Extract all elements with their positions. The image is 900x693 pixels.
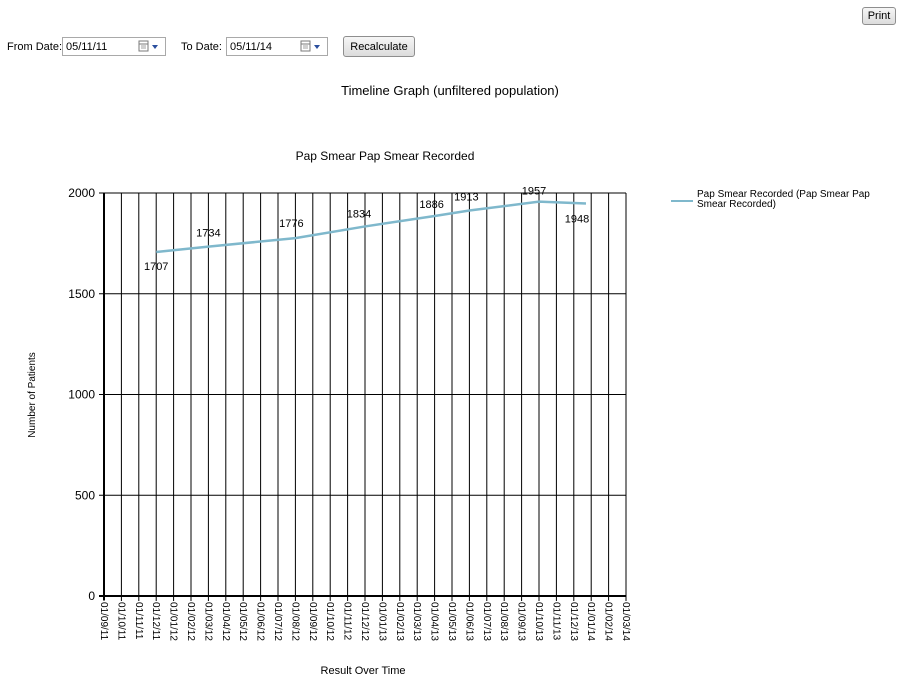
calendar-icon[interactable] xyxy=(137,40,163,53)
data-label: 1957 xyxy=(522,186,546,198)
x-axis-label: Result Over Time xyxy=(321,665,406,677)
y-tick-label: 500 xyxy=(75,488,95,502)
calendar-icon[interactable] xyxy=(299,40,325,53)
y-tick-label: 1000 xyxy=(68,388,95,402)
data-label: 1734 xyxy=(196,228,220,240)
data-label: 1834 xyxy=(347,208,371,220)
x-tick-label: 01/09/11 xyxy=(98,602,109,641)
x-tick-label: 01/08/12 xyxy=(289,602,300,641)
to-date-label: To Date: xyxy=(181,41,222,53)
x-tick-label: 01/08/13 xyxy=(498,602,509,641)
timeline-chart: 0 500 1000 1500 2000 01/09/11 01/10/11 01/11/11… xyxy=(27,149,631,677)
x-tick-label: 01/10/13 xyxy=(533,602,544,641)
chevron-down-icon xyxy=(152,45,158,49)
data-label: 1707 xyxy=(144,261,168,273)
x-tick-label: 01/11/11 xyxy=(133,602,144,640)
x-tick-label: 01/05/13 xyxy=(446,602,457,641)
x-tick-label: 01/01/14 xyxy=(585,602,596,641)
x-tick-label: 01/12/11 xyxy=(150,602,161,641)
x-tick-label: 01/02/14 xyxy=(603,602,614,641)
x-tick-label: 01/03/12 xyxy=(202,602,213,641)
x-tick-label: 01/03/14 xyxy=(620,602,631,641)
x-tick-label: 01/07/12 xyxy=(272,602,283,641)
recalculate-button[interactable]: Recalculate xyxy=(343,36,415,57)
x-tick-label: 01/11/13 xyxy=(550,602,561,641)
data-label: 1913 xyxy=(454,192,478,204)
chevron-down-icon xyxy=(314,45,320,49)
data-label: 1776 xyxy=(279,218,303,230)
x-tick-label: 01/01/12 xyxy=(168,602,179,641)
from-date-label: From Date: xyxy=(7,41,63,53)
legend-entry: Pap Smear Recorded (Pap Smear Pap Smear … xyxy=(697,189,870,210)
from-date-value[interactable]: 05/11/11 xyxy=(66,41,108,53)
x-tick-label: 01/05/12 xyxy=(237,602,248,641)
x-tick-label: 01/07/13 xyxy=(481,602,492,641)
x-tick-label: 01/11/12 xyxy=(342,602,353,641)
print-button[interactable]: Print xyxy=(862,7,896,25)
x-tick-label: 01/10/11 xyxy=(115,602,126,641)
to-date-value[interactable]: 05/11/14 xyxy=(230,41,273,53)
legend-swatch xyxy=(671,200,693,202)
x-tick-label: 01/02/13 xyxy=(394,602,405,641)
x-tick-label: 01/06/12 xyxy=(255,602,266,641)
page-title: Timeline Graph (unfiltered population) xyxy=(341,83,559,98)
x-tick-label: 01/03/13 xyxy=(411,602,422,641)
data-label: 1948 xyxy=(565,213,589,225)
from-date-picker[interactable]: 05/11/11 xyxy=(62,37,166,56)
series-line xyxy=(156,200,587,254)
y-tick-label: 0 xyxy=(88,589,95,603)
data-label: 1886 xyxy=(419,199,443,211)
x-tick-label: 01/09/13 xyxy=(516,602,527,641)
x-tick-label: 01/02/12 xyxy=(185,602,196,641)
y-axis-label: Number of Patients xyxy=(27,352,38,438)
to-date-picker[interactable]: 05/11/14 xyxy=(226,37,328,56)
y-tick-label: 1500 xyxy=(68,287,95,301)
x-tick-label: 01/12/13 xyxy=(568,602,579,641)
chart-title: Pap Smear Pap Smear Recorded xyxy=(296,149,475,163)
x-tick-label: 01/06/13 xyxy=(463,602,474,641)
y-tick-label: 2000 xyxy=(68,186,95,200)
x-tick-label: 01/10/12 xyxy=(324,602,335,641)
x-tick-label: 01/04/12 xyxy=(220,602,231,641)
x-tick-label: 01/09/12 xyxy=(307,602,318,641)
x-tick-label: 01/12/12 xyxy=(359,602,370,641)
x-tick-label: 01/01/13 xyxy=(376,602,387,641)
x-tick-label: 01/04/13 xyxy=(429,602,440,641)
